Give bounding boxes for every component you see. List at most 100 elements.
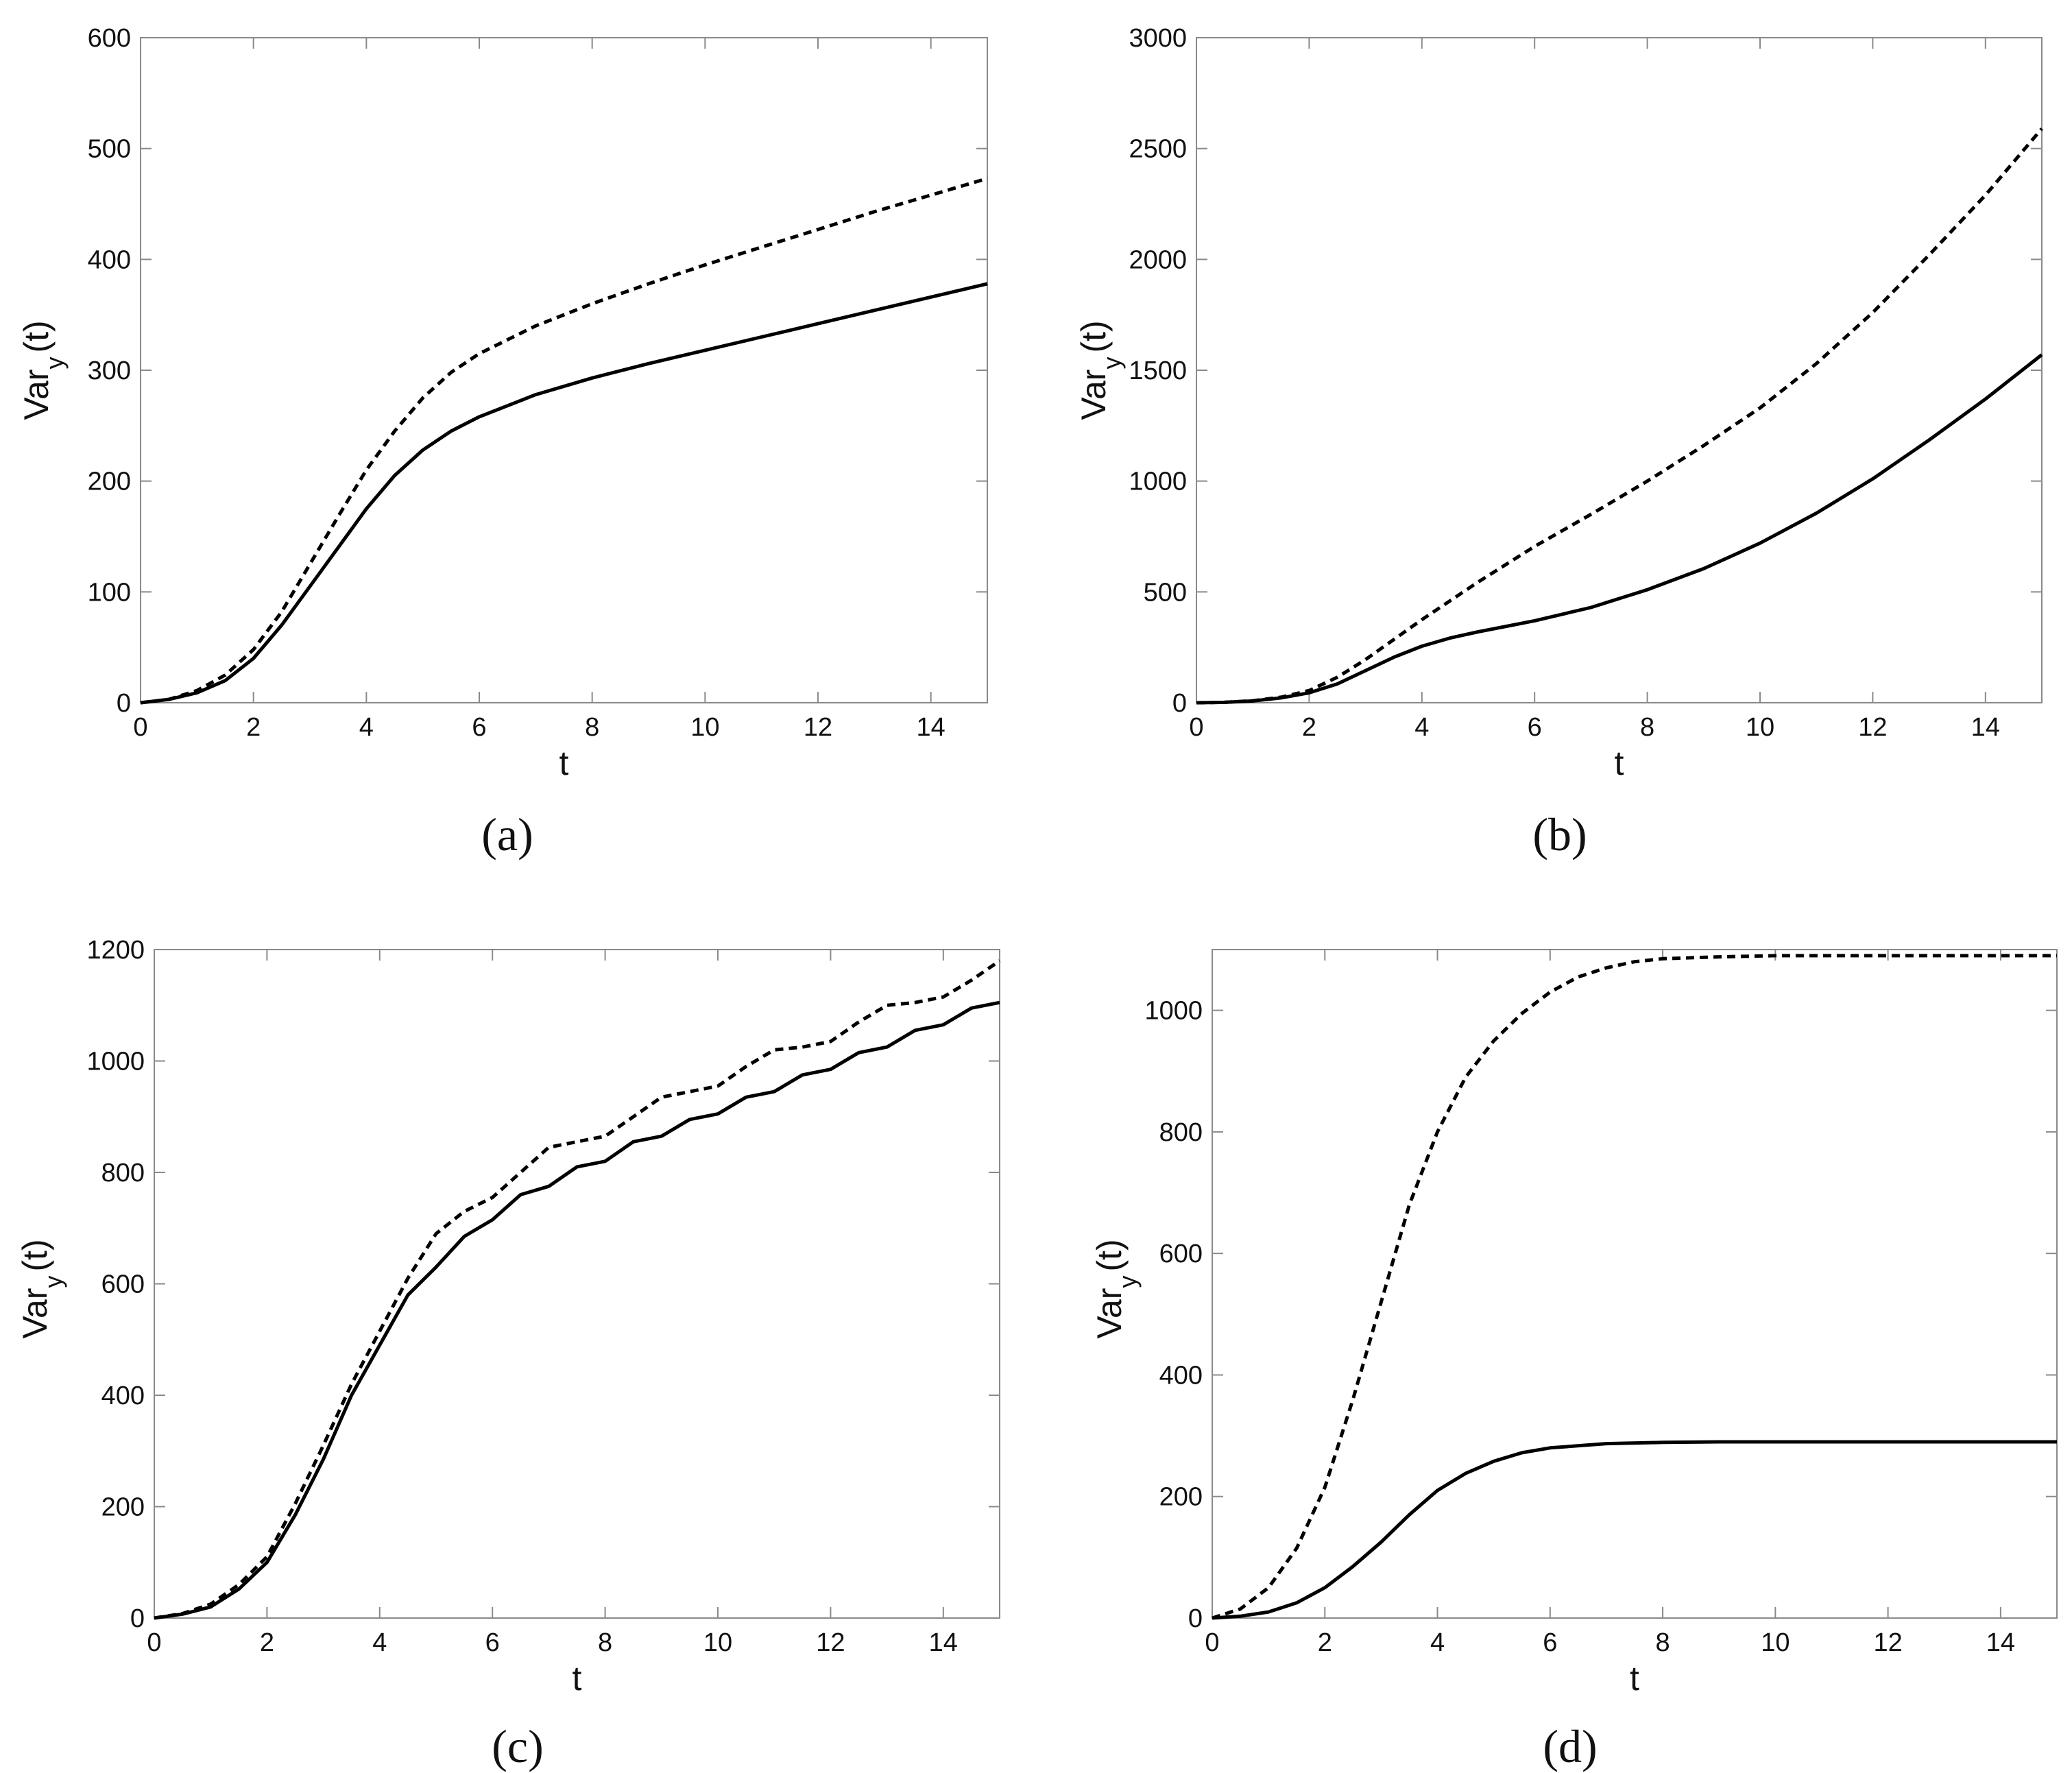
panel-label: (b) xyxy=(1532,808,1587,860)
x-tick-label: 2 xyxy=(246,713,261,742)
chart-panel-a: 0 2 4 6 8 10 12 14 0 100 200 300 400 500 600 t Vary (t) (a… xyxy=(17,24,988,860)
y-tick-label: 3000 xyxy=(1129,24,1187,53)
x-tick-label: 6 xyxy=(485,1628,500,1657)
y-axis-title-subscript: y xyxy=(1113,1276,1142,1288)
x-tick-label: 2 xyxy=(1318,1628,1332,1657)
y-tick-label: 200 xyxy=(101,1493,145,1522)
x-tick-label: 8 xyxy=(1640,713,1654,742)
x-tick-label: 10 xyxy=(1761,1628,1790,1657)
y-axis-title: Vary (t) xyxy=(16,1239,67,1338)
y-tick-label: 1000 xyxy=(1129,468,1187,496)
x-tick-label: 0 xyxy=(147,1628,161,1657)
y-tick-label: 2000 xyxy=(1129,245,1187,274)
y-axis-title-subscript: y xyxy=(1098,357,1126,370)
y-axis-title-tail: (t) xyxy=(17,320,56,352)
x-tick-label: 8 xyxy=(598,1628,612,1657)
panel-label: (a) xyxy=(481,808,533,860)
y-tick-label: 400 xyxy=(88,245,131,274)
x-tick-label: 12 xyxy=(1873,1628,1902,1657)
x-tick-label: 8 xyxy=(1655,1628,1670,1657)
y-tick-label: 0 xyxy=(130,1604,145,1633)
y-tick-label: 1000 xyxy=(1144,997,1203,1026)
y-tick-label: 300 xyxy=(88,357,131,385)
y-tick-label: 500 xyxy=(1144,578,1187,607)
plot-area-frame xyxy=(1212,949,2058,1619)
series-line-solid xyxy=(1212,1440,2057,1620)
x-tick-label: 2 xyxy=(1302,713,1316,742)
x-tick-label: 10 xyxy=(1746,713,1774,742)
y-tick-label: 600 xyxy=(101,1270,145,1299)
y-tick-label: 1500 xyxy=(1129,357,1187,385)
panel-label: (d) xyxy=(1543,1720,1597,1772)
x-tick-label: 14 xyxy=(929,1628,958,1657)
y-axis-title-text: Vary (t) xyxy=(16,1239,67,1338)
chart-panel-b: 0 2 4 6 8 10 12 14 0 500 1000 1500 2000 2500 3000 t Vary… xyxy=(1074,24,2043,860)
y-axis-title: Vary (t) xyxy=(1074,320,1126,420)
x-tick-label: 4 xyxy=(1430,1628,1445,1657)
y-axis-title-main: Var xyxy=(16,1288,54,1339)
series-line-dashed xyxy=(1196,127,2043,705)
y-tick-label: 1200 xyxy=(86,936,145,965)
x-axis-title: t xyxy=(1630,1659,1639,1698)
x-tick-label: 6 xyxy=(472,713,486,742)
y-tick-label: 0 xyxy=(117,689,131,718)
y-axis-title-main: Var xyxy=(17,370,56,420)
y-tick-label: 200 xyxy=(88,468,131,496)
x-axis-title: t xyxy=(1615,744,1624,782)
y-tick-label: 600 xyxy=(1159,1240,1203,1268)
y-tick-label: 800 xyxy=(101,1159,145,1187)
y-axis-title-main: Var xyxy=(1090,1288,1129,1339)
series-line-dashed xyxy=(154,959,1001,1620)
x-tick-label: 12 xyxy=(1858,713,1887,742)
x-tick-label: 12 xyxy=(804,713,832,742)
x-tick-label: 14 xyxy=(1986,1628,2015,1657)
x-tick-label: 6 xyxy=(1528,713,1542,742)
x-tick-label: 4 xyxy=(359,713,374,742)
x-tick-label: 4 xyxy=(372,1628,387,1657)
y-tick-label: 100 xyxy=(88,578,131,607)
series-line-solid xyxy=(140,282,988,705)
chart-panel-d: 0 2 4 6 8 10 12 14 0 200 400 600 800 1000 t Vary (t) (d) xyxy=(1090,949,2058,1772)
x-axis-title: t xyxy=(573,1659,582,1698)
y-axis-title: Vary (t) xyxy=(17,320,69,420)
y-tick-label: 2500 xyxy=(1129,135,1187,164)
x-tick-label: 2 xyxy=(260,1628,274,1657)
y-tick-label: 0 xyxy=(1188,1604,1203,1633)
x-tick-label: 10 xyxy=(703,1628,732,1657)
y-tick-label: 800 xyxy=(1159,1118,1203,1147)
y-axis-title-tail: (t) xyxy=(16,1239,54,1271)
y-axis-title-main: Var xyxy=(1074,370,1113,420)
x-tick-label: 14 xyxy=(917,713,945,742)
y-axis-title-text: Vary (t) xyxy=(1074,320,1126,420)
series-line-dashed xyxy=(1212,954,2057,1620)
y-axis-title: Vary (t) xyxy=(1090,1239,1142,1338)
x-tick-label: 8 xyxy=(585,713,599,742)
x-tick-label: 10 xyxy=(690,713,719,742)
y-tick-label: 200 xyxy=(1159,1483,1203,1512)
x-tick-label: 12 xyxy=(816,1628,845,1657)
y-tick-label: 1000 xyxy=(86,1048,145,1076)
chart-panel-c: 0 2 4 6 8 10 12 14 0 200 400 600 800 1000 1200 t Vary (t)… xyxy=(16,936,1001,1772)
y-tick-label: 600 xyxy=(88,24,131,53)
y-axis-title-text: Vary (t) xyxy=(17,320,69,420)
x-tick-label: 0 xyxy=(1205,1628,1219,1657)
x-tick-label: 6 xyxy=(1543,1628,1557,1657)
y-tick-label: 0 xyxy=(1172,689,1187,718)
x-tick-label: 0 xyxy=(133,713,147,742)
x-axis-title: t xyxy=(559,744,569,782)
y-tick-label: 400 xyxy=(1159,1361,1203,1390)
y-axis-title-subscript: y xyxy=(40,357,69,370)
y-axis-title-text: Vary (t) xyxy=(1090,1239,1142,1338)
y-axis-title-tail: (t) xyxy=(1090,1239,1129,1271)
y-axis-title-subscript: y xyxy=(39,1276,67,1288)
series-line-solid xyxy=(154,1000,1000,1620)
x-tick-label: 14 xyxy=(1971,713,2000,742)
x-tick-label: 0 xyxy=(1189,713,1203,742)
y-tick-label: 400 xyxy=(101,1382,145,1410)
panel-label: (c) xyxy=(492,1720,543,1772)
y-axis-title-tail: (t) xyxy=(1074,320,1113,352)
y-tick-label: 500 xyxy=(88,135,131,164)
x-tick-label: 4 xyxy=(1414,713,1429,742)
